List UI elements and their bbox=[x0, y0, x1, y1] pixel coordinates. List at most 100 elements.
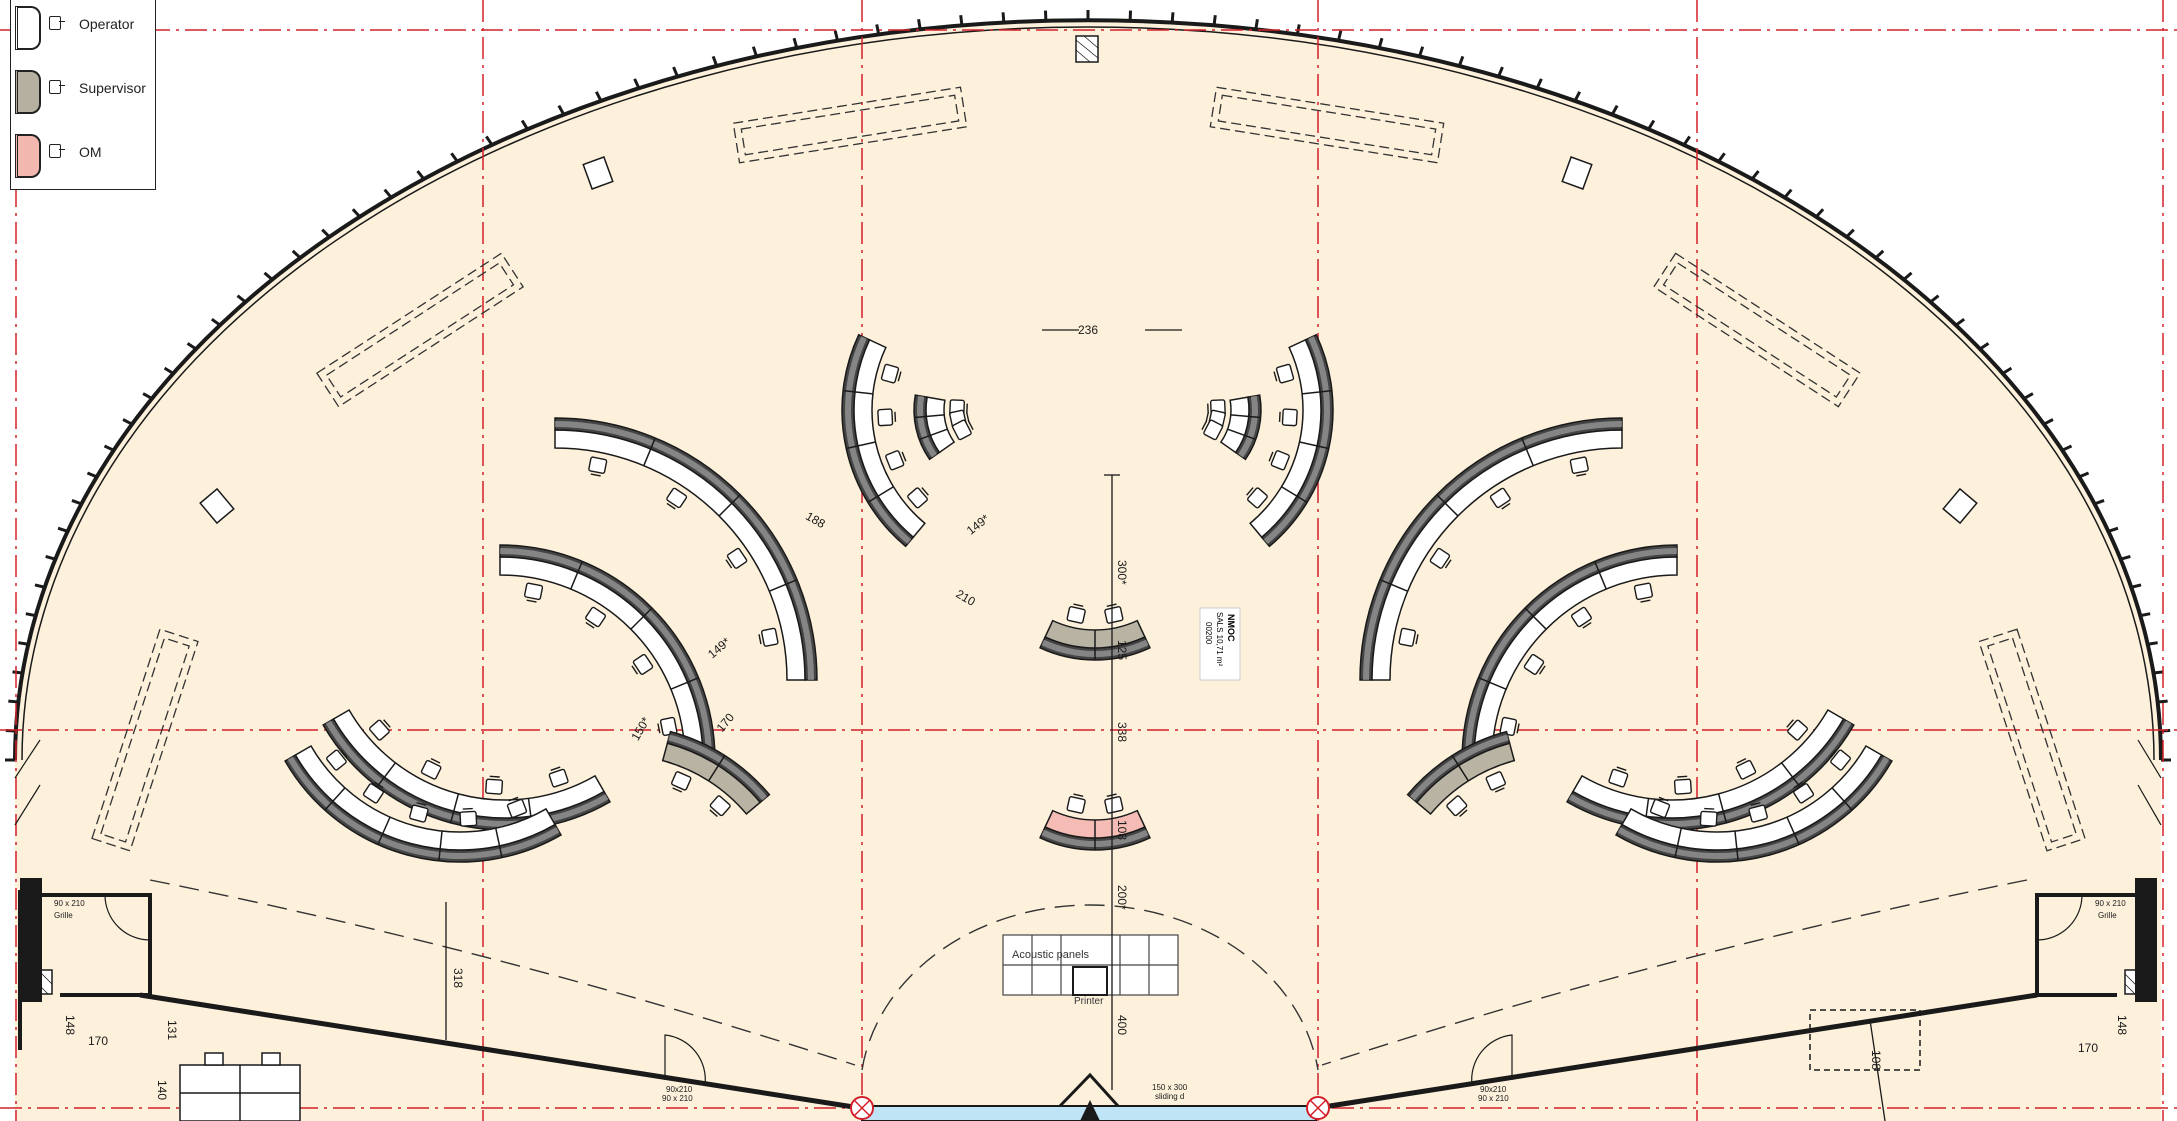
chair-icon bbox=[1786, 719, 1808, 741]
chair-icon bbox=[548, 766, 569, 788]
legend-label: OM bbox=[79, 144, 102, 160]
chair-icon bbox=[1429, 547, 1452, 569]
chair-icon bbox=[49, 144, 65, 158]
chair-icon bbox=[1735, 757, 1757, 780]
dim-108b: 108 bbox=[1869, 1050, 1883, 1070]
chair-icon bbox=[951, 419, 974, 441]
chair-icon bbox=[758, 627, 779, 647]
chair-icon bbox=[907, 487, 929, 509]
ws-top-left-outer bbox=[841, 333, 929, 548]
left-storage-room bbox=[18, 878, 152, 1050]
dim-170c: 170 bbox=[2078, 1041, 2098, 1055]
chair-icon bbox=[523, 582, 544, 603]
room-name: NMOC bbox=[1226, 614, 1236, 642]
door-tag-left-2: 90 x 210 bbox=[662, 1094, 693, 1103]
chair-icon bbox=[459, 807, 478, 827]
chair-icon bbox=[1268, 450, 1290, 471]
ws-left-3 bbox=[322, 708, 612, 831]
ws-top-left-inner bbox=[913, 394, 974, 461]
printer-label: Printer bbox=[1074, 996, 1104, 1007]
right-room-tag: 90 x 210 bbox=[2095, 899, 2126, 908]
legend-item-operator: Operator bbox=[11, 2, 157, 52]
chair-icon bbox=[1649, 796, 1671, 818]
chair-icon bbox=[1523, 653, 1546, 675]
ws-right-supervisor bbox=[1406, 730, 1516, 818]
ws-left-4 bbox=[284, 744, 563, 863]
chair-icon bbox=[709, 795, 731, 818]
chair-icon bbox=[585, 606, 607, 629]
chair-icon bbox=[1699, 807, 1718, 827]
workstations bbox=[284, 333, 1893, 863]
chair-icon bbox=[1201, 419, 1224, 441]
chair-icon bbox=[1398, 627, 1419, 647]
right-storage-room bbox=[2035, 878, 2157, 1002]
dim-108: 108 bbox=[1115, 820, 1129, 840]
ws-right-2 bbox=[1461, 544, 1678, 761]
ws-left-1 bbox=[554, 417, 818, 681]
chair-icon bbox=[420, 757, 442, 780]
chair-icon bbox=[49, 80, 65, 94]
chair-icon bbox=[485, 775, 504, 795]
chair-icon bbox=[1608, 766, 1629, 788]
chair-icon bbox=[1499, 716, 1520, 737]
chair-icon bbox=[1278, 408, 1298, 427]
acoustic-panels-label: Acoustic panels bbox=[1012, 949, 1090, 961]
chair-icon bbox=[631, 653, 654, 675]
chair-icon bbox=[409, 801, 429, 823]
chair-icon bbox=[1569, 456, 1589, 477]
chair-icon bbox=[877, 408, 897, 427]
left-room-tag: 90 x 210 bbox=[54, 899, 85, 908]
room-area: SALS 10,71 m² bbox=[1215, 612, 1224, 667]
dim-148a: 148 bbox=[63, 1015, 77, 1035]
dim-318: 318 bbox=[451, 968, 465, 988]
chair-icon bbox=[1489, 487, 1511, 510]
door-tag-right: 90x210 bbox=[1480, 1085, 1507, 1094]
chair-icon bbox=[506, 796, 528, 818]
door-tag-left: 90x210 bbox=[666, 1085, 693, 1094]
chair-icon bbox=[362, 781, 384, 804]
chair-icon bbox=[1273, 363, 1295, 384]
chair-icon bbox=[1066, 793, 1086, 814]
chair-icon bbox=[880, 363, 902, 384]
dim-200: 200* bbox=[1115, 885, 1129, 910]
chair-icon bbox=[1793, 781, 1815, 804]
chair-icon bbox=[1633, 582, 1654, 603]
dim-400: 400 bbox=[1115, 1015, 1129, 1035]
door-tag-center-2: sliding d bbox=[1155, 1092, 1184, 1101]
ws-right-3 bbox=[1565, 708, 1855, 831]
chair-icon bbox=[588, 456, 608, 477]
ws-right-4 bbox=[1614, 744, 1893, 863]
left-room-tag-2: Grille bbox=[54, 911, 73, 920]
legend: Operator Supervisor OM bbox=[10, 0, 156, 190]
supervisor-swatch bbox=[15, 70, 41, 114]
operator-swatch bbox=[15, 6, 41, 50]
chair-icon bbox=[1246, 487, 1268, 509]
dim-125: 125 bbox=[1115, 640, 1129, 660]
chair-icon bbox=[1829, 749, 1851, 771]
door-tag-right-2: 90 x 210 bbox=[1478, 1094, 1509, 1103]
chair-icon bbox=[49, 16, 65, 30]
side-desks bbox=[179, 1009, 1921, 1121]
dim-131: 131 bbox=[165, 1020, 179, 1040]
legend-item-om: OM bbox=[11, 130, 157, 180]
legend-label: Supervisor bbox=[79, 80, 146, 96]
chair-icon bbox=[671, 771, 692, 793]
chair-icon bbox=[1066, 603, 1086, 624]
chair-icon bbox=[666, 487, 688, 510]
chair-icon bbox=[885, 450, 907, 471]
chair-icon bbox=[725, 547, 748, 569]
mullions bbox=[5, 10, 2171, 762]
chair-icon bbox=[1446, 795, 1468, 818]
ws-center-om bbox=[1039, 793, 1151, 851]
partition-walls bbox=[139, 992, 2038, 1111]
legend-item-supervisor: Supervisor bbox=[11, 66, 157, 116]
dim-140: 140 bbox=[155, 1080, 169, 1100]
chair-icon bbox=[326, 749, 348, 771]
dim-338: 338 bbox=[1115, 722, 1129, 742]
dim-170b: 170 bbox=[88, 1034, 108, 1048]
ws-right-1 bbox=[1359, 417, 1623, 681]
ws-left-supervisor bbox=[661, 730, 771, 818]
chair-icon bbox=[1485, 771, 1506, 793]
room-code: 00200 bbox=[1204, 622, 1213, 645]
